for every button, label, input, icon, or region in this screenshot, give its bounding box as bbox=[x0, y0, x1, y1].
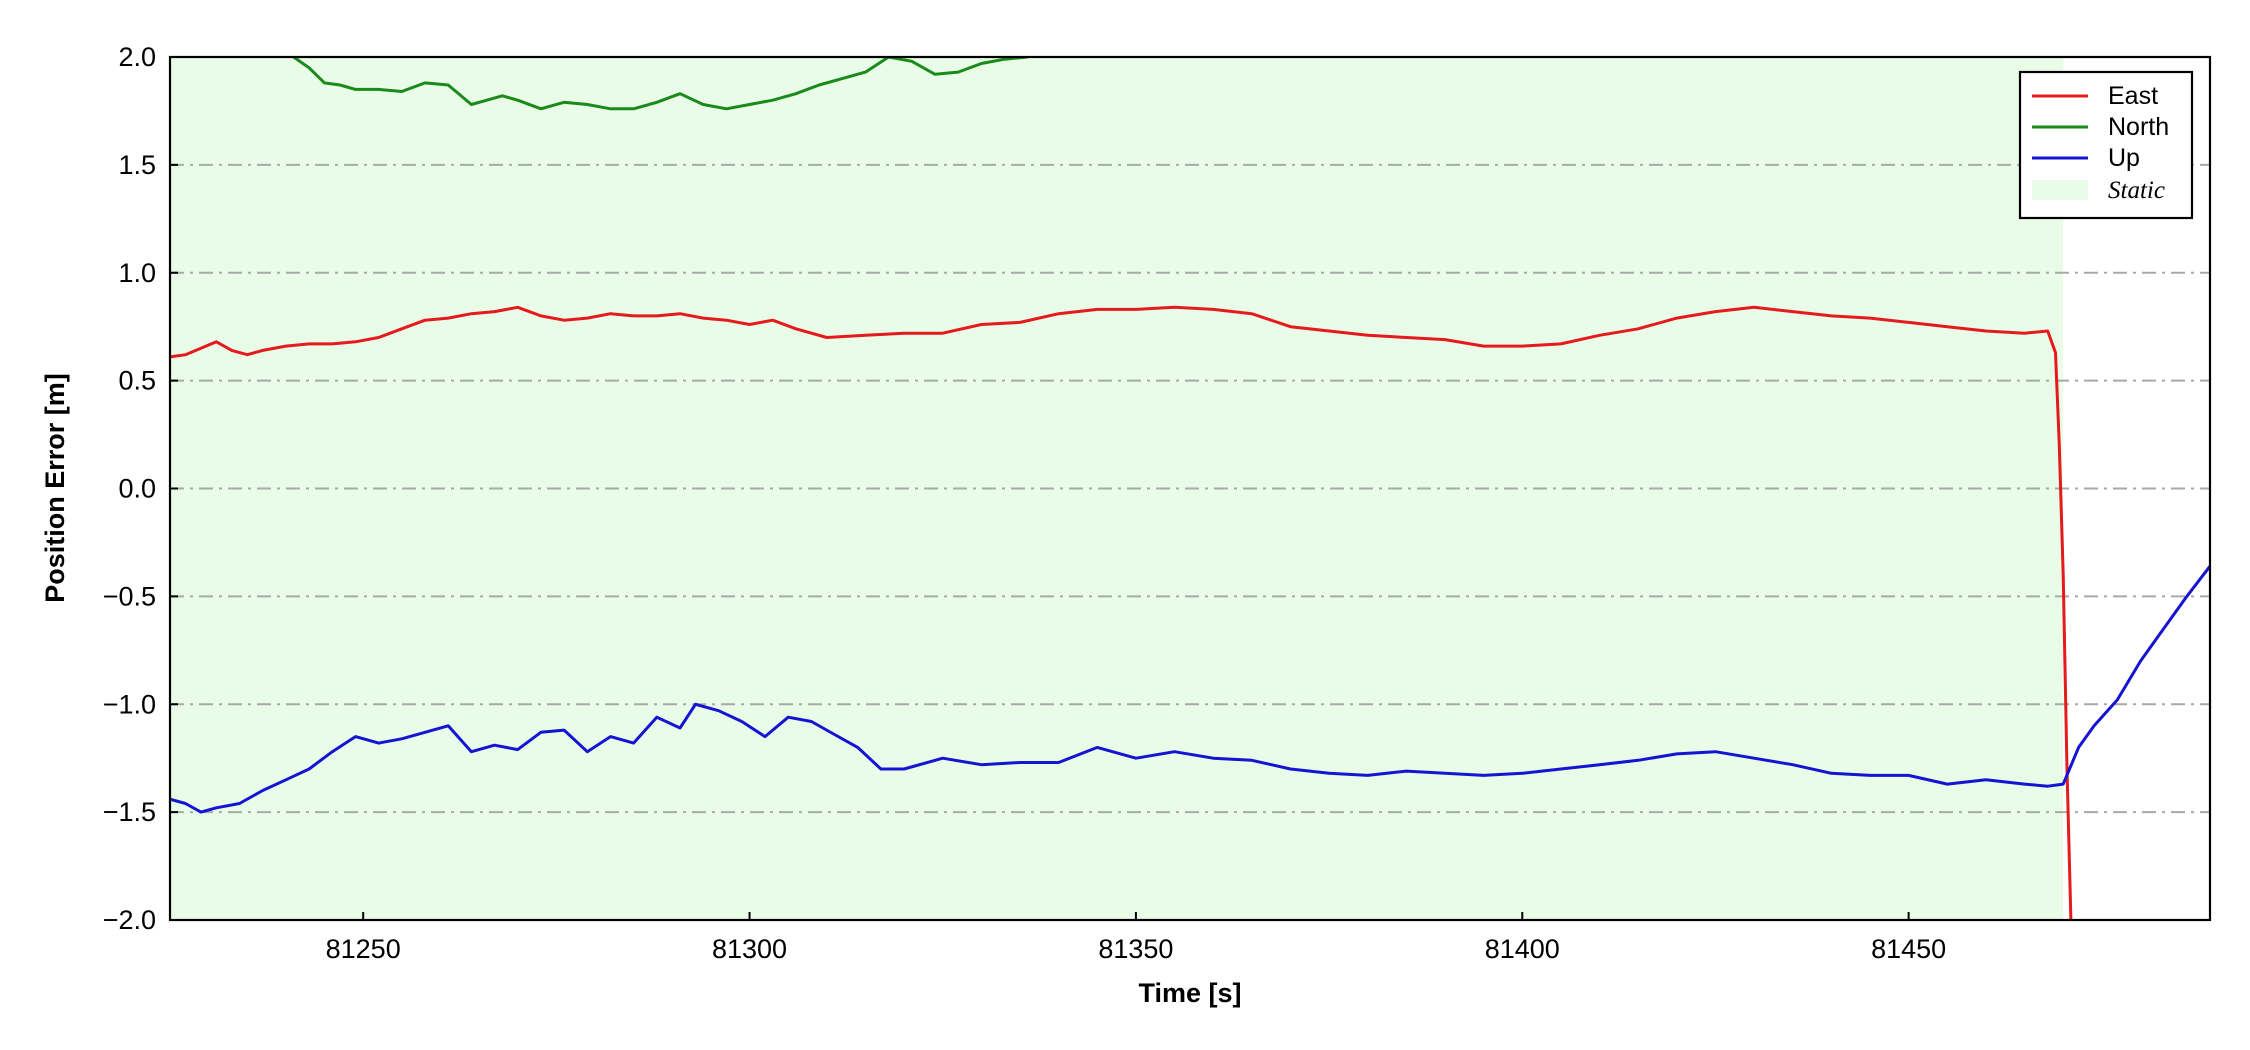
legend-label-east: East bbox=[2108, 82, 2158, 110]
axis-ticks: 81250 81300 81350 81400 81450 −2.0 −1.5 −1.0 −0.… bbox=[103, 42, 1946, 964]
y-tick-label: −2.0 bbox=[103, 905, 156, 935]
y-tick-label: −1.5 bbox=[103, 797, 156, 827]
x-tick-label: 81400 bbox=[1485, 934, 1560, 964]
x-tick-label: 81350 bbox=[1098, 934, 1173, 964]
y-tick-label: 0.5 bbox=[118, 366, 156, 396]
series-line-east bbox=[170, 305, 2073, 920]
horizontal-gridlines bbox=[170, 163, 2210, 814]
y-tick-label: 1.5 bbox=[118, 150, 156, 180]
legend-swatch-static bbox=[2032, 180, 2088, 200]
y-tick-label: −1.0 bbox=[103, 689, 156, 719]
legend: East North Up Static bbox=[2018, 70, 2194, 220]
x-tick-label: 81450 bbox=[1871, 934, 1946, 964]
x-tick-label: 81300 bbox=[712, 934, 787, 964]
y-tick-label: 1.0 bbox=[118, 258, 156, 288]
legend-label-north: North bbox=[2108, 113, 2169, 141]
y-tick-label: −0.5 bbox=[103, 581, 156, 611]
x-tick-label: 81250 bbox=[326, 934, 401, 964]
series-lines-layer bbox=[170, 57, 2210, 920]
series-line-up bbox=[170, 565, 2210, 814]
legend-label-static: Static bbox=[2108, 177, 2165, 204]
x-axis-title: Time [s] bbox=[1138, 978, 1241, 1008]
y-tick-label: 0.0 bbox=[118, 474, 156, 504]
legend-label-up: Up bbox=[2108, 144, 2140, 172]
y-axis-title: Position Error [m] bbox=[40, 373, 70, 603]
y-tick-label: 2.0 bbox=[118, 42, 156, 72]
series-line-north bbox=[292, 57, 1028, 111]
